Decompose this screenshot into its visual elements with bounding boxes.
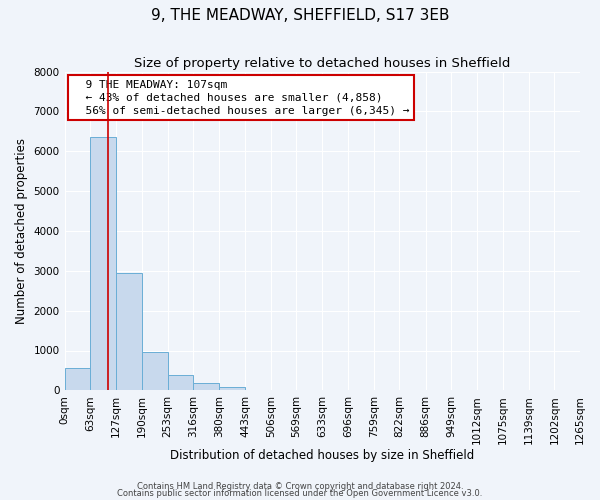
Y-axis label: Number of detached properties: Number of detached properties: [15, 138, 28, 324]
Bar: [90, 138, 116, 390]
Bar: [116, 273, 142, 390]
Text: Contains HM Land Registry data © Crown copyright and database right 2024.: Contains HM Land Registry data © Crown c…: [137, 482, 463, 491]
Text: 9, THE MEADWAY, SHEFFIELD, S17 3EB: 9, THE MEADWAY, SHEFFIELD, S17 3EB: [151, 8, 449, 22]
X-axis label: Distribution of detached houses by size in Sheffield: Distribution of detached houses by size …: [170, 450, 475, 462]
Title: Size of property relative to detached houses in Sheffield: Size of property relative to detached ho…: [134, 58, 511, 70]
Bar: [167, 375, 193, 390]
Text: 9 THE MEADWAY: 107sqm
  ← 43% of detached houses are smaller (4,858)
  56% of se: 9 THE MEADWAY: 107sqm ← 43% of detached …: [72, 80, 410, 116]
Text: Contains public sector information licensed under the Open Government Licence v3: Contains public sector information licen…: [118, 490, 482, 498]
Bar: [142, 352, 167, 391]
Bar: [193, 384, 220, 390]
Bar: [220, 386, 245, 390]
Bar: [65, 368, 90, 390]
